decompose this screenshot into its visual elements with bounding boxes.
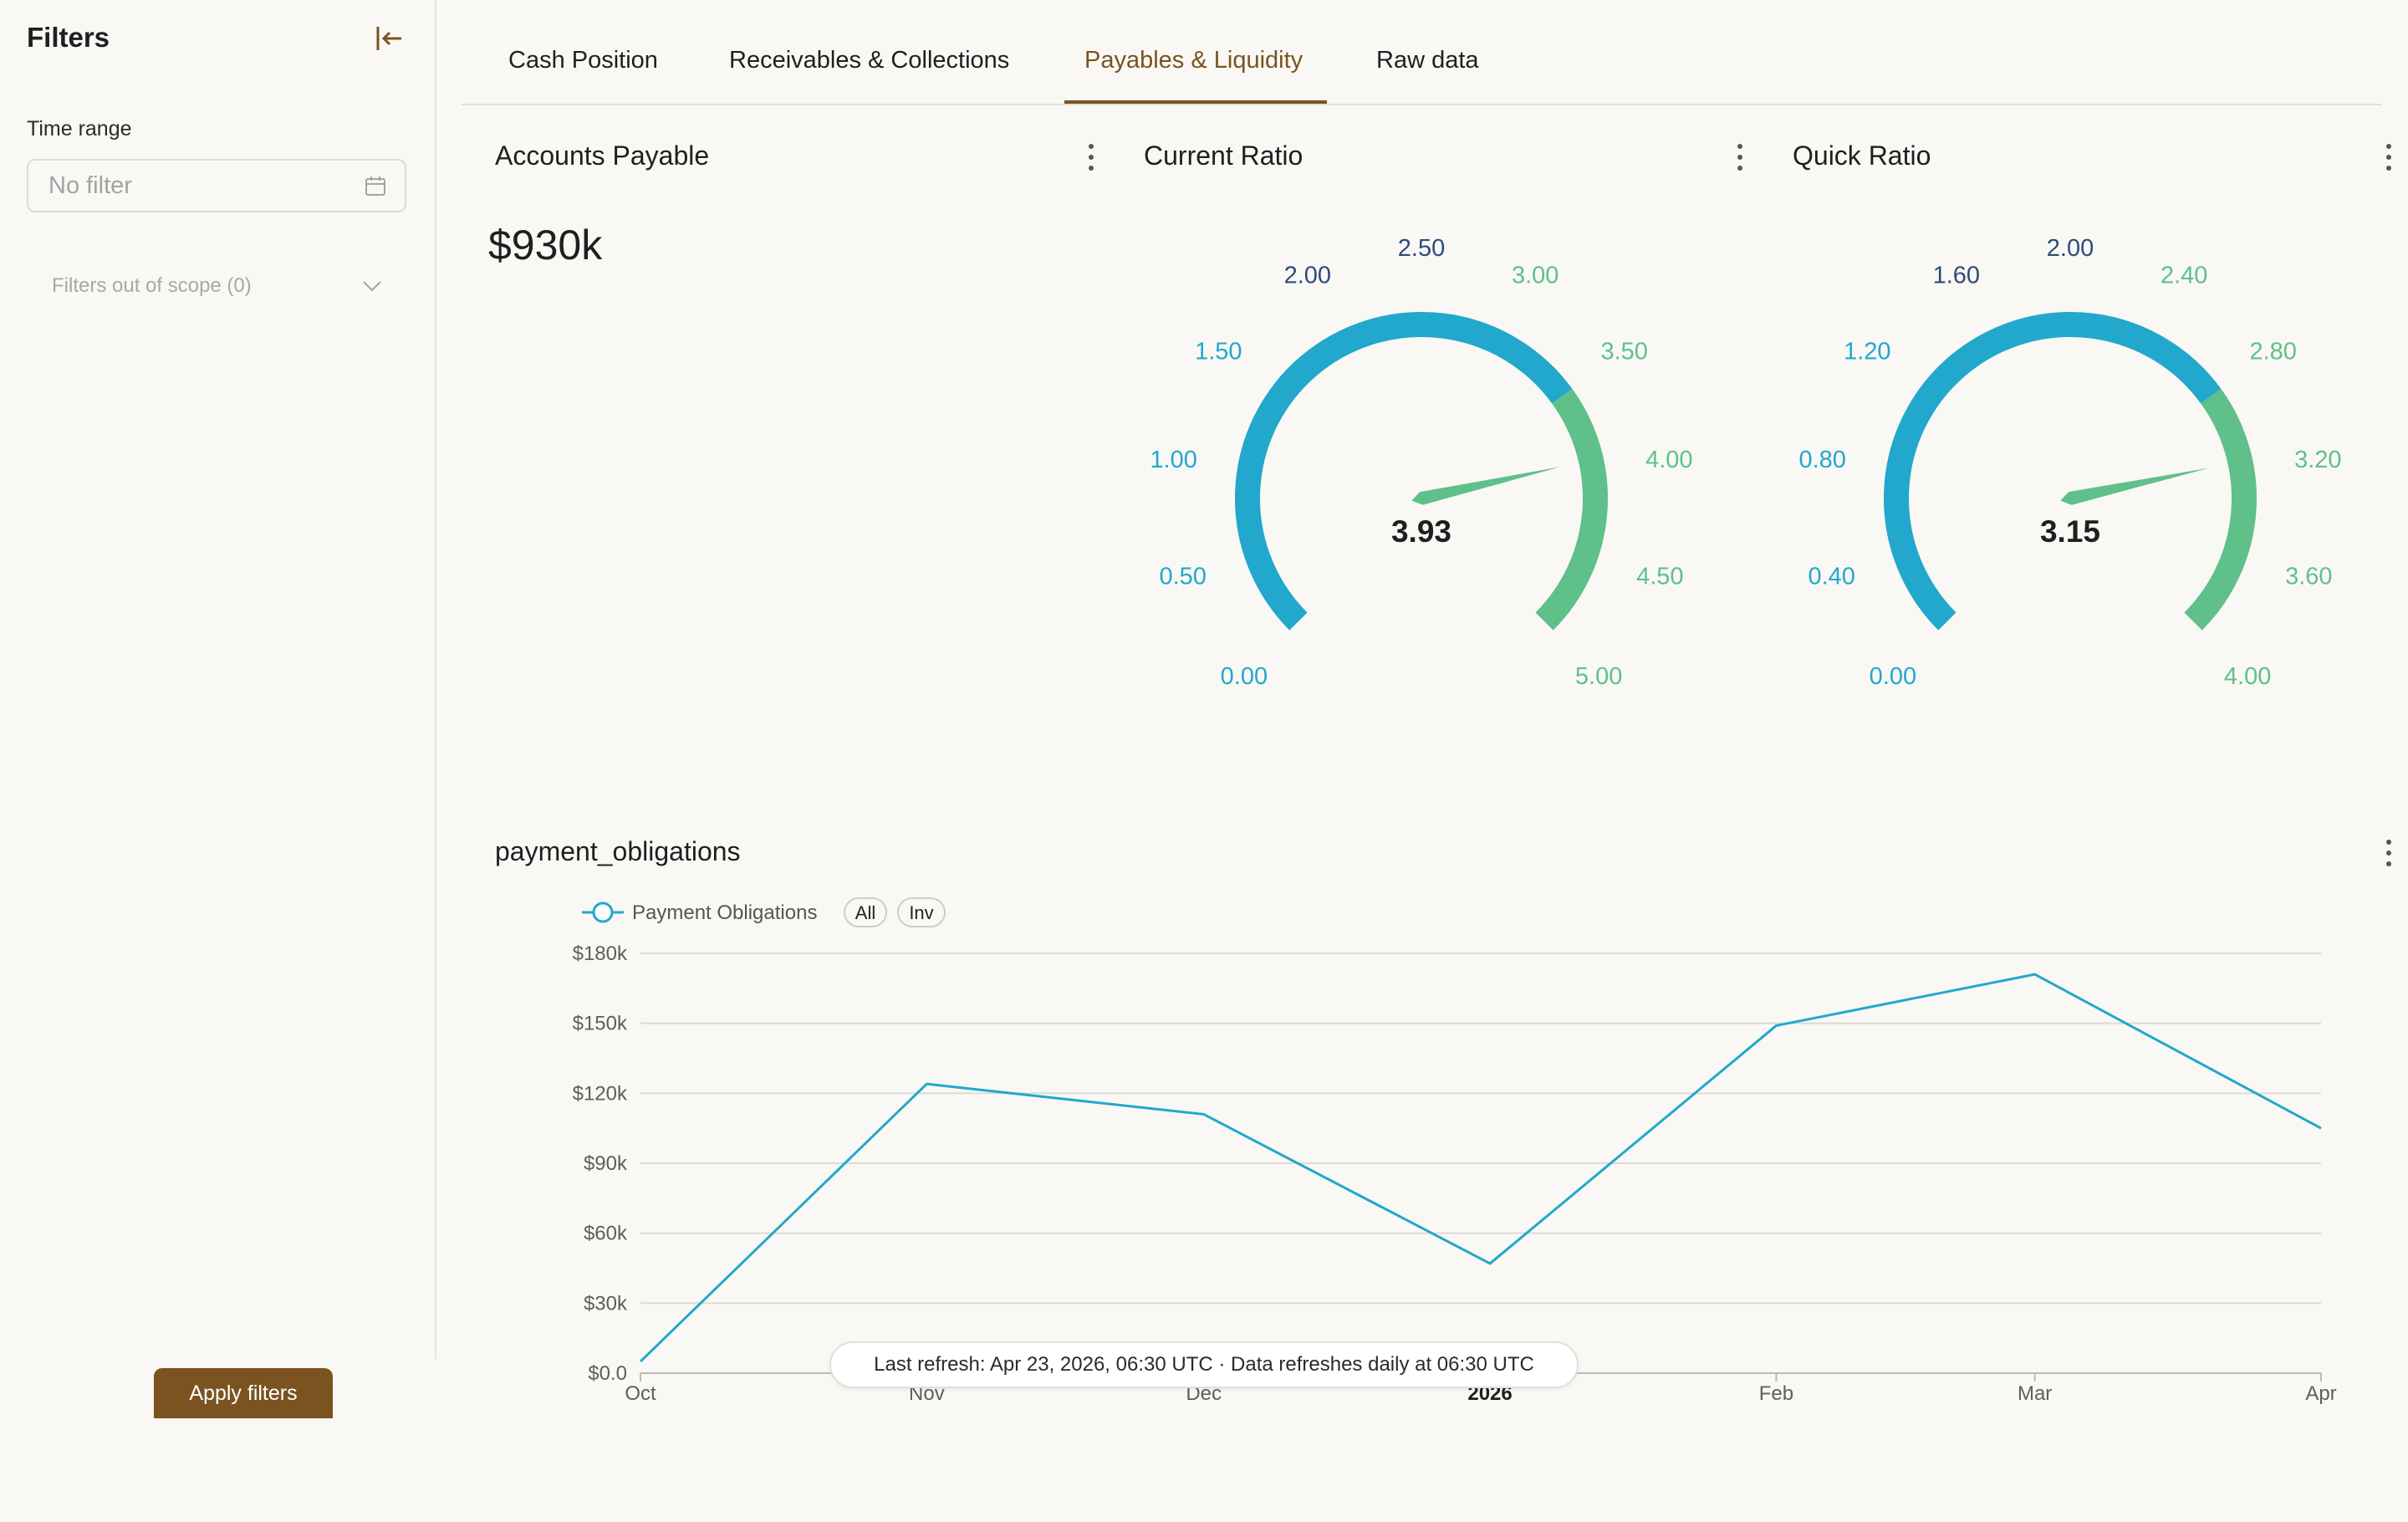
quick-ratio-title: Quick Ratio [1793,140,1931,171]
tab-receivables-collections[interactable]: Receivables & Collections [729,47,1010,74]
current-ratio-tick-label: 2.00 [1284,263,1331,289]
payment-obligations-title: payment_obligations [495,836,741,866]
current-ratio-tick-label: 3.00 [1512,263,1559,289]
dashboard-tabs: Cash Position Receivables & Collections … [462,0,2381,105]
tab-payables-liquidity[interactable]: Payables & Liquidity [1084,47,1303,74]
current-ratio-tick-label: 0.50 [1159,564,1206,590]
y-tick-label: $150k [573,1013,628,1035]
apply-filters-button[interactable]: Apply filters [154,1368,333,1418]
quick-ratio-gauge: 0.00 0.40 0.80 1.20 1.60 2.00 2.40 2.80 3.20 3.60… [1798,235,2341,690]
quick-ratio-tick-label: 2.40 [2161,263,2207,289]
payment-obligations-menu-icon[interactable] [2383,838,2395,868]
quick-ratio-tick-label: 2.00 [2047,235,2094,262]
chevron-down-icon [363,281,381,292]
legend-pill-all[interactable] [844,897,887,927]
current-ratio-arc-green [1535,388,1608,631]
current-ratio-tick-label: 4.50 [1636,564,1683,590]
legend-series-label[interactable]: Payment Obligations [632,901,817,924]
current-ratio-needle [1411,467,1560,505]
y-tick-label: $90k [584,1152,628,1175]
current-ratio-title: Current Ratio [1144,140,1303,171]
quick-ratio-tick-label: 2.80 [2249,339,2296,365]
quick-ratio-tick-label: 1.60 [1933,263,1980,289]
last-refresh-badge: Last refresh: Apr 23, 2026, 06:30 UTC · … [829,1341,1579,1388]
current-ratio-menu-icon[interactable] [1734,142,1746,172]
payment-obligations-chart: Payment Obligations All Inv $0.0 $30k $60k $90… [573,897,2337,1405]
active-tab-indicator [1064,100,1327,104]
legend-pill-inv[interactable] [897,897,946,927]
accounts-payable-menu-icon[interactable] [1085,142,1097,172]
quick-ratio-value: 3.15 [2040,514,2100,549]
accounts-payable-title: Accounts Payable [495,140,710,171]
quick-ratio-tick-label: 3.20 [2294,447,2341,473]
tab-raw-data[interactable]: Raw data [1376,47,1479,74]
x-tick-label: Oct [625,1382,656,1405]
bottom-area [0,1413,2408,1522]
y-tick-label: $30k [584,1292,628,1315]
quick-ratio-tick-label: 0.80 [1798,447,1845,473]
current-ratio-arc-blue [1235,312,1573,631]
calendar-icon[interactable] [365,176,386,197]
current-ratio-tick-label: 4.00 [1645,447,1692,473]
y-tick-label: $60k [584,1223,628,1245]
quick-ratio-tick-label: 0.40 [1808,564,1854,590]
current-ratio-tick-label: 1.00 [1150,447,1196,473]
time-range-input[interactable] [27,159,406,212]
current-ratio-gauge: 0.00 0.50 1.00 1.50 2.00 2.50 3.00 3.50 4.00 4.50… [1150,235,1692,690]
quick-ratio-needle [2060,467,2210,505]
current-ratio-tick-label: 5.00 [1575,663,1622,690]
y-tick-label: $120k [573,1082,628,1105]
current-ratio-tick-label: 1.50 [1195,339,1242,365]
current-ratio-value: 3.93 [1391,514,1451,549]
y-tick-label: $0.0 [588,1362,627,1385]
quick-ratio-tick-label: 3.60 [2285,564,2332,590]
filters-out-of-scope-label: Filters out of scope (0) [52,274,252,297]
quick-ratio-tick-label: 1.20 [1844,339,1890,365]
x-tick-label: Apr [2305,1382,2336,1405]
accounts-payable-value: $930k [488,222,603,268]
quick-ratio-menu-icon[interactable] [2383,142,2395,172]
x-tick-label: Mar [2018,1382,2052,1405]
filters-out-of-scope-toggle[interactable]: Filters out of scope (0) [52,274,383,303]
quick-ratio-arc-blue [1884,312,2222,631]
y-tick-label: $180k [573,942,628,965]
filters-sidebar: Filters Time range Filters out of scope … [0,0,436,1359]
current-ratio-tick-label: 3.50 [1600,339,1647,365]
sidebar-title: Filters [27,22,110,53]
legend-pill-label: All [855,902,875,923]
x-tick-label: Feb [1759,1382,1793,1405]
quick-ratio-tick-label: 4.00 [2224,663,2271,690]
quick-ratio-tick-label: 0.00 [1870,663,1916,690]
collapse-sidebar-icon[interactable] [373,22,406,55]
legend-marker-icon[interactable] [592,901,614,923]
tab-cash-position[interactable]: Cash Position [508,47,658,74]
current-ratio-tick-label: 2.50 [1398,235,1445,262]
quick-ratio-arc-green [2184,388,2257,631]
current-ratio-tick-label: 0.00 [1221,663,1268,690]
legend-pill-label: Inv [909,902,933,923]
time-range-label: Time range [27,117,132,140]
